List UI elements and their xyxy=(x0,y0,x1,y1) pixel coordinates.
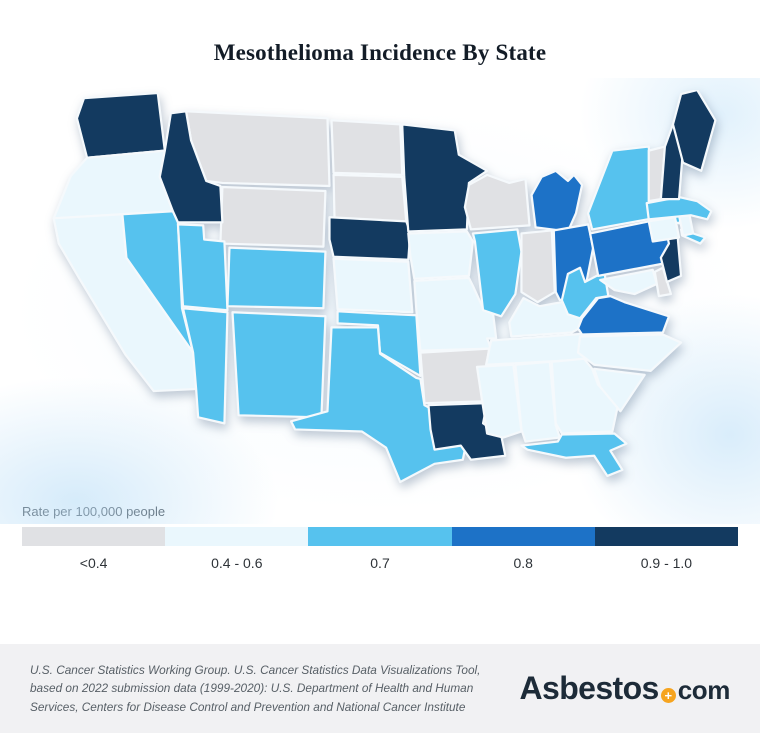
state-washington xyxy=(75,91,166,159)
state-maine xyxy=(671,90,717,172)
state-new-mexico xyxy=(231,311,327,419)
legend-label-lt04: <0.4 xyxy=(79,555,108,571)
legend-swatch-08 xyxy=(451,527,595,546)
legend-label-04-06: 0.4 - 0.6 xyxy=(211,555,263,571)
citation-text: U.S. Cancer Statistics Working Group. U.… xyxy=(30,663,481,714)
plus-circle-icon: + xyxy=(660,688,676,703)
state-wisconsin xyxy=(463,173,531,231)
state-kansas xyxy=(332,257,414,314)
state-colorado xyxy=(226,246,327,310)
asbestos-com-logo[interactable]: Asbestos + com xyxy=(519,670,730,707)
state-idaho xyxy=(158,110,224,224)
state-nebraska xyxy=(328,216,412,261)
state-delaware xyxy=(653,266,673,298)
state-connecticut xyxy=(647,216,681,243)
state-oregon xyxy=(52,149,175,220)
logo-suffix-text: com xyxy=(677,675,731,705)
state-iowa xyxy=(407,230,475,281)
state-florida xyxy=(520,432,628,478)
state-montana xyxy=(184,110,331,188)
state-utah xyxy=(176,223,229,312)
legend-label-09-10: 0.9 - 1.0 xyxy=(640,555,693,571)
state-massachusetts xyxy=(645,195,713,221)
state-missouri xyxy=(413,276,498,352)
state-wyoming xyxy=(219,185,327,248)
legend-color-bar xyxy=(22,527,739,546)
legend-swatch-07 xyxy=(308,527,452,546)
state-mississippi xyxy=(475,363,523,439)
us-choropleth-map xyxy=(0,78,760,524)
us-map-svg xyxy=(52,90,717,484)
legend-label-08: 0.8 xyxy=(513,555,533,571)
legend-label-07: 0.7 xyxy=(370,555,390,571)
state-virginia xyxy=(576,294,671,336)
state-oklahoma xyxy=(336,310,422,378)
footer-bar: U.S. Cancer Statistics Working Group. U.… xyxy=(0,644,760,733)
state-arizona xyxy=(181,307,229,425)
logo-brand-text: Asbestos xyxy=(519,670,659,706)
state-texas xyxy=(289,326,471,484)
state-illinois xyxy=(471,228,523,318)
state-maryland xyxy=(599,268,658,296)
state-north-carolina xyxy=(576,333,683,372)
legend-swatch-09-10 xyxy=(594,527,739,546)
legend-swatch-04-06 xyxy=(165,527,309,546)
state-south-dakota xyxy=(332,173,408,223)
state-indiana xyxy=(520,229,556,304)
legend-swatch-lt04 xyxy=(22,527,166,546)
state-south-carolina xyxy=(593,367,646,413)
legend-labels: <0.4 0.4 - 0.6 0.7 0.8 0.9 - 1.0 xyxy=(22,555,738,571)
state-michigan xyxy=(530,169,584,233)
state-north-dakota xyxy=(330,119,404,176)
page-title: Mesothelioma Incidence By State xyxy=(213,40,547,65)
